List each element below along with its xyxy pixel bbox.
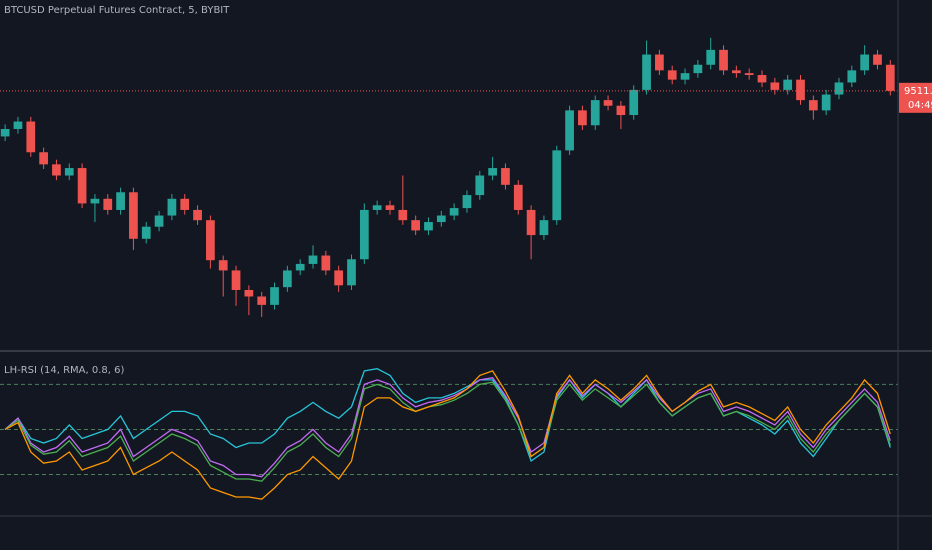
candle-body [116,192,125,210]
candle-body [885,64,895,91]
candle-body [244,289,254,297]
candle-body [398,209,408,221]
candle-body [39,152,48,165]
candle-body [26,121,36,153]
candle-body [359,209,369,260]
candle-body [462,195,472,209]
candle-body [667,70,677,80]
candle-body [308,255,318,264]
candle-body [154,215,164,227]
candle-body [783,79,793,90]
rsi-line [4,376,891,478]
candle-body [629,89,639,116]
candle-body [218,260,228,271]
candle-body [757,75,767,83]
candle-body [347,259,356,286]
candle-body [834,82,844,95]
candle-body [552,150,562,221]
axes: 9511.0 04:49 [899,82,932,113]
candle-body [796,79,805,101]
candle-body [180,198,190,210]
rsi-line [4,381,891,482]
indicator-title: LH-RSI (14, RMA, 0.8, 6) [4,365,125,376]
candle-body [64,168,74,176]
candle-body [847,70,857,83]
candle-body [103,198,113,210]
candle-body [603,100,613,106]
candle-body [13,121,23,129]
candle-body [52,164,61,176]
last-price-label: 9511.0 [904,86,932,97]
candle-body [642,54,651,90]
candle-body [385,205,395,210]
candle-body [808,100,818,111]
candle-body [129,192,138,239]
rsi-line [4,368,891,463]
candle-body [372,205,382,210]
candle-body [616,105,626,116]
candle-body [424,222,433,231]
candle-body [719,49,728,71]
candle-body [680,73,690,80]
rsi-line [4,370,891,500]
grid [0,383,898,475]
candle-body [257,296,267,305]
candle-body [539,220,549,236]
candle-body [873,54,882,65]
candle-body [693,64,703,74]
candle-body [282,270,292,288]
candle-body [270,287,279,305]
candle-body [167,198,177,216]
candle-body [770,82,780,90]
candle-body [526,209,536,236]
candle-body [513,184,523,210]
last-price-box [899,82,932,113]
candle-body [860,54,870,71]
chart-title: BTCUSD Perpetual Futures Contract, 5, BY… [4,5,230,16]
candle-body [578,110,587,126]
candle-body [565,110,574,151]
candle-body [206,220,215,261]
candle-body [731,70,741,74]
candle-body [501,168,510,185]
candle-body [590,100,600,126]
candle-body [193,209,202,221]
candle-body [90,198,100,204]
candle-body [141,226,151,239]
candle-body [706,49,716,65]
candle-body [77,168,87,204]
candle-body [488,168,497,176]
candle-body [475,175,485,196]
candle-body [411,220,421,231]
plot [0,37,898,500]
candle-body [744,73,754,76]
countdown-label: 04:49 [908,100,932,111]
candle-body [821,94,831,111]
candle-body [0,128,10,137]
candle-body [449,208,459,216]
candle-body [334,270,344,286]
candle-body [436,215,446,223]
candle-body [655,54,664,71]
candle-body [295,263,305,271]
candle-body [321,255,331,271]
candle-body [231,270,241,290]
